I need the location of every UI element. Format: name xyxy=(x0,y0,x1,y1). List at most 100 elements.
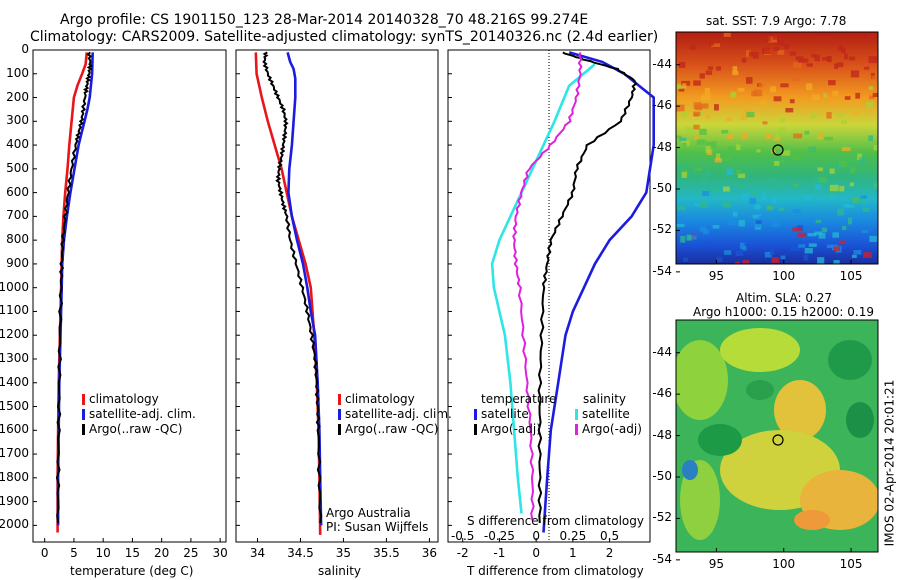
x-tick-label: 15 xyxy=(124,546,141,560)
credit-line-2: PI: Susan Wijffels xyxy=(326,520,429,534)
map-y-tick-label: -50 xyxy=(652,469,672,483)
credit-line-1: Argo Australia xyxy=(326,506,411,520)
sst-map-title: sat. SST: 7.9 Argo: 7.78 xyxy=(706,14,847,28)
difference-secondary-xlabel: S difference from climatology xyxy=(467,514,644,528)
y-tick-label: 300 xyxy=(6,113,29,128)
y-tick-label: 900 xyxy=(6,255,29,270)
legend-swatch xyxy=(474,424,477,435)
legend-entry: satellite xyxy=(582,407,630,421)
y-tick-label: 1400 xyxy=(0,374,29,389)
legend-swatch xyxy=(338,394,341,405)
x-tick-label: 1 xyxy=(569,546,577,560)
y-tick-label: 1000 xyxy=(0,279,29,294)
map-x-tick-label: 100 xyxy=(772,269,796,283)
map-y-tick-label: -52 xyxy=(652,510,672,525)
difference-panel xyxy=(447,49,656,543)
sla-map-texture xyxy=(676,328,878,540)
secondary-x-tick-label: 0 xyxy=(532,529,540,543)
x-tick-label: 30 xyxy=(212,546,228,560)
legend-swatch xyxy=(575,409,578,420)
y-tick-label: 100 xyxy=(6,65,29,80)
legend-swatch xyxy=(82,394,85,405)
y-tick-label: 700 xyxy=(6,208,29,223)
x-tick-label: 35 xyxy=(335,546,352,560)
x-tick-label: 20 xyxy=(154,546,170,560)
map-y-tick-label: -46 xyxy=(652,386,672,401)
y-tick-label: 600 xyxy=(6,184,29,199)
map-y-tick-label: -44 xyxy=(652,56,672,71)
series-line-argo--adj- xyxy=(537,51,638,524)
y-tick-label: 400 xyxy=(6,137,29,152)
map-x-tick-label: 105 xyxy=(839,269,863,283)
x-tick-label: 34.5 xyxy=(287,546,314,560)
salinity-plot xyxy=(236,49,430,542)
argo-position-marker xyxy=(772,144,784,156)
y-tick-label: 800 xyxy=(6,232,29,247)
series-line-argo---raw--qc- xyxy=(55,51,94,524)
x-tick-label: 35.5 xyxy=(373,546,400,560)
secondary-x-tick-label: -0.25 xyxy=(483,529,515,543)
temperature-xlabel: temperature (deg C) xyxy=(70,564,194,578)
legend-swatch xyxy=(474,409,477,420)
legend-swatch xyxy=(575,424,578,435)
series-line-argo--adj- xyxy=(512,52,583,521)
x-tick-label: 5 xyxy=(70,546,78,560)
legend-entry: satellite-adj. clim. xyxy=(345,407,452,421)
salinity-xlabel: salinity xyxy=(318,564,362,578)
sst-map-texture xyxy=(676,32,878,264)
series-line-argo---raw--qc- xyxy=(262,51,323,524)
legend-swatch xyxy=(82,424,85,435)
y-tick-label: 1500 xyxy=(0,398,29,413)
sst-map xyxy=(675,31,879,273)
difference-plot xyxy=(448,49,656,542)
legend-entry: Argo(..raw -QC) xyxy=(345,422,439,436)
x-tick-label: 2 xyxy=(605,546,614,560)
series-line-satellite xyxy=(490,63,596,514)
argo-position-marker xyxy=(772,434,784,446)
sla-map-side-label: IMOS 02-Apr-2014 20:01:21 xyxy=(882,379,897,547)
legend-swatch xyxy=(338,424,341,435)
x-tick-label: 36 xyxy=(421,546,438,560)
salinity-axes xyxy=(235,49,439,543)
map-y-tick-label: -44 xyxy=(652,344,672,359)
legend-title-temperature: temperature xyxy=(481,392,557,406)
x-tick-label: 0 xyxy=(532,546,540,560)
temperature-axes xyxy=(32,49,227,543)
y-tick-label: 200 xyxy=(6,89,29,104)
legend-swatch xyxy=(338,409,341,420)
difference-xlabel: T difference from climatology xyxy=(467,564,644,578)
map-x-tick-label: 105 xyxy=(839,557,863,571)
legend-entry: satellite xyxy=(481,407,529,421)
y-tick-label: 1700 xyxy=(0,446,29,461)
map-y-tick-label: -52 xyxy=(652,222,672,237)
secondary-x-tick-label: 0.25 xyxy=(559,529,587,543)
legend-entry: Argo(-adj) xyxy=(582,422,642,436)
sla-map xyxy=(675,319,879,561)
map-y-tick-label: -48 xyxy=(652,427,672,442)
y-tick-label: 2000 xyxy=(0,517,29,532)
y-tick-label: 1200 xyxy=(0,327,29,342)
y-tick-label: 1100 xyxy=(0,303,29,318)
map-x-tick-label: 95 xyxy=(708,269,725,283)
legend-title-salinity: salinity xyxy=(583,392,627,406)
x-tick-label: 10 xyxy=(95,546,111,560)
y-tick-label: 1800 xyxy=(0,469,29,484)
salinity-panel xyxy=(235,49,439,543)
map-y-tick-label: -54 xyxy=(652,263,672,278)
secondary-x-tick-label: 0.5 xyxy=(600,529,620,543)
x-tick-label: 34 xyxy=(249,546,266,560)
map-x-tick-label: 100 xyxy=(772,557,796,571)
sla-map-title-2: Argo h1000: 0.15 h2000: 0.19 xyxy=(693,305,874,319)
legend-swatch xyxy=(82,409,85,420)
legend-entry: climatology xyxy=(89,392,159,406)
x-tick-label: -1 xyxy=(493,546,506,560)
figure-subtitle: Climatology: CARS2009. Satellite-adjuste… xyxy=(30,29,659,45)
figure-title: Argo profile: CS 1901150_123 28-Mar-2014… xyxy=(60,12,589,28)
sla-map-ticks xyxy=(676,352,852,561)
temperature-panel xyxy=(32,49,227,543)
legend-entry: satellite-adj. clim. xyxy=(89,407,196,421)
map-y-tick-label: -46 xyxy=(652,98,672,113)
y-tick-label: 0 xyxy=(21,42,29,56)
x-tick-label: 0 xyxy=(40,546,49,560)
map-y-tick-label: -50 xyxy=(652,181,672,195)
